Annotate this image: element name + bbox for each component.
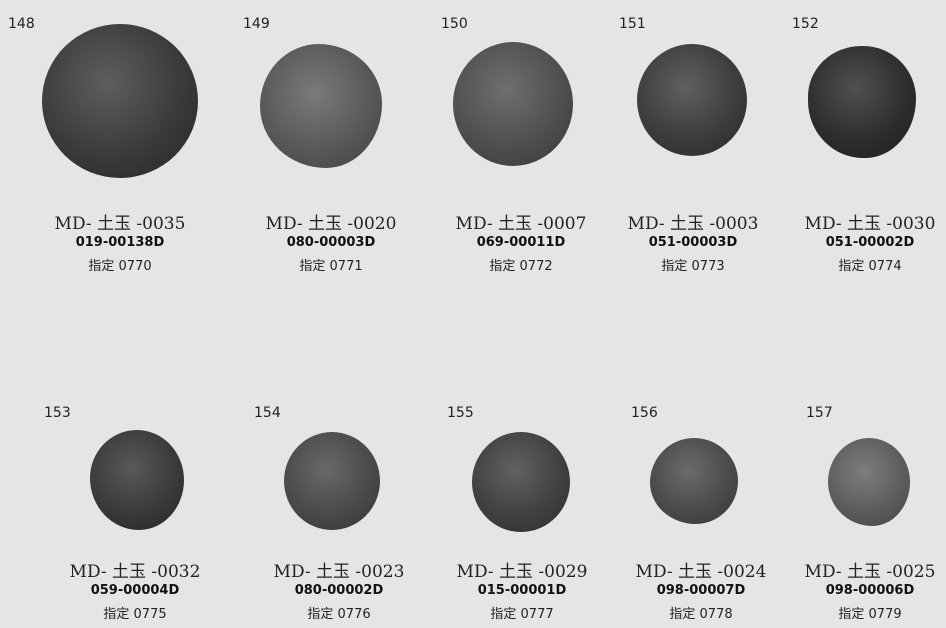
clay-ball-photo xyxy=(453,42,573,166)
item-caption: MD- 土玉 -0007 069-00011D 指定 0772 xyxy=(446,214,596,276)
item-caption: MD- 土玉 -0029 015-00001D 指定 0777 xyxy=(447,562,597,624)
item-register-number: 051-00002D xyxy=(825,235,915,250)
clay-ball-photo xyxy=(637,44,747,156)
item-number: 156 xyxy=(631,405,658,421)
item-designation: 指定 0779 xyxy=(838,607,902,622)
item-code: MD- 土玉 -0035 xyxy=(54,214,186,234)
item-designation: 指定 0770 xyxy=(88,259,152,274)
item-designation: 指定 0772 xyxy=(489,259,553,274)
item-register-number: 080-00003D xyxy=(286,235,376,250)
item-code: MD- 土玉 -0030 xyxy=(804,214,936,234)
clay-ball-photo xyxy=(284,432,380,530)
item-designation: 指定 0774 xyxy=(838,259,902,274)
item-caption: MD- 土玉 -0025 098-00006D 指定 0779 xyxy=(795,562,945,624)
item-register-number: 080-00002D xyxy=(294,583,384,598)
clay-ball-photo xyxy=(472,432,570,532)
clay-ball-photo xyxy=(808,46,916,158)
clay-ball-photo xyxy=(828,438,910,526)
item-register-number: 051-00003D xyxy=(648,235,738,250)
item-caption: MD- 土玉 -0032 059-00004D 指定 0775 xyxy=(60,562,210,624)
item-register-number: 098-00006D xyxy=(825,583,915,598)
item-designation: 指定 0777 xyxy=(490,607,554,622)
item-designation: 指定 0773 xyxy=(661,259,725,274)
item-code: MD- 土玉 -0020 xyxy=(265,214,397,234)
item-code: MD- 土玉 -0023 xyxy=(273,562,405,582)
item-number: 148 xyxy=(8,16,35,32)
item-code: MD- 土玉 -0003 xyxy=(627,214,759,234)
clay-ball-photo xyxy=(260,44,382,168)
item-register-number: 019-00138D xyxy=(75,235,165,250)
item-code: MD- 土玉 -0029 xyxy=(456,562,588,582)
item-number: 154 xyxy=(254,405,281,421)
clay-ball-photo xyxy=(650,438,738,524)
item-register-number: 069-00011D xyxy=(476,235,566,250)
item-designation: 指定 0776 xyxy=(307,607,371,622)
item-code: MD- 土玉 -0032 xyxy=(69,562,201,582)
item-code: MD- 土玉 -0007 xyxy=(455,214,587,234)
item-caption: MD- 土玉 -0024 098-00007D 指定 0778 xyxy=(626,562,776,624)
item-code: MD- 土玉 -0025 xyxy=(804,562,936,582)
item-caption: MD- 土玉 -0023 080-00002D 指定 0776 xyxy=(264,562,414,624)
item-caption: MD- 土玉 -0035 019-00138D 指定 0770 xyxy=(45,214,195,276)
item-register-number: 059-00004D xyxy=(90,583,180,598)
item-caption: MD- 土玉 -0020 080-00003D 指定 0771 xyxy=(256,214,406,276)
item-designation: 指定 0775 xyxy=(103,607,167,622)
item-designation: 指定 0778 xyxy=(669,607,733,622)
item-number: 152 xyxy=(792,16,819,32)
item-register-number: 015-00001D xyxy=(477,583,567,598)
item-number: 157 xyxy=(806,405,833,421)
clay-ball-photo xyxy=(42,24,198,178)
item-number: 153 xyxy=(44,405,71,421)
item-number: 149 xyxy=(243,16,270,32)
item-designation: 指定 0771 xyxy=(299,259,363,274)
item-number: 155 xyxy=(447,405,474,421)
item-register-number: 098-00007D xyxy=(656,583,746,598)
item-caption: MD- 土玉 -0003 051-00003D 指定 0773 xyxy=(618,214,768,276)
item-number: 150 xyxy=(441,16,468,32)
item-caption: MD- 土玉 -0030 051-00002D 指定 0774 xyxy=(795,214,945,276)
item-number: 151 xyxy=(619,16,646,32)
clay-ball-photo xyxy=(90,430,184,530)
item-code: MD- 土玉 -0024 xyxy=(635,562,767,582)
